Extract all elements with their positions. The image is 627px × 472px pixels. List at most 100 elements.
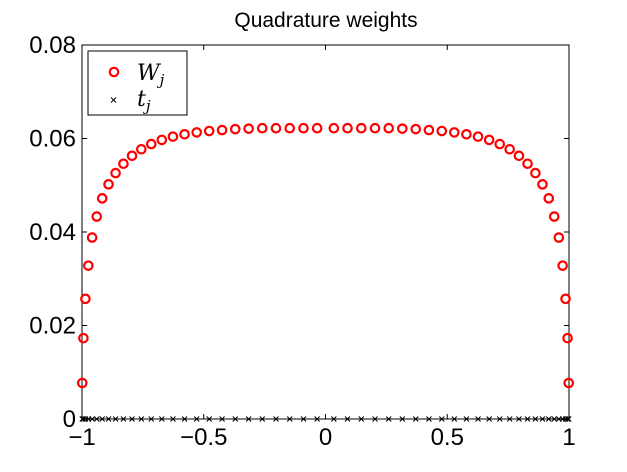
data-point-t bbox=[451, 416, 458, 422]
data-point-t bbox=[105, 416, 112, 422]
data-point-t bbox=[89, 416, 95, 422]
data-point-w bbox=[229, 123, 241, 135]
data-point-w bbox=[203, 125, 215, 137]
data-point-t bbox=[506, 416, 513, 422]
data-point-w bbox=[513, 150, 525, 162]
chart-title: Quadrature weights bbox=[234, 9, 417, 32]
legend-marker-t bbox=[110, 97, 117, 103]
data-point-t bbox=[385, 416, 392, 422]
data-point-w bbox=[191, 127, 202, 138]
data-point-t bbox=[148, 416, 155, 422]
data-point-w bbox=[397, 123, 408, 134]
data-point-t bbox=[358, 416, 365, 422]
data-point-t bbox=[300, 416, 307, 422]
data-point-w bbox=[110, 167, 121, 179]
data-point-t bbox=[532, 416, 539, 422]
data-point-w bbox=[328, 122, 340, 134]
data-point-w bbox=[96, 193, 108, 204]
data-point-w bbox=[80, 293, 91, 305]
data-point-t bbox=[412, 416, 419, 422]
data-point-t bbox=[245, 416, 252, 422]
data-point-t bbox=[551, 416, 558, 422]
data-point-w bbox=[472, 131, 484, 142]
data-point-w bbox=[553, 232, 565, 243]
data-point-w bbox=[126, 150, 138, 162]
y-tick-label: 0.02 bbox=[29, 313, 76, 340]
data-point-t bbox=[399, 416, 406, 422]
data-point-w bbox=[494, 138, 506, 150]
data-point-w bbox=[83, 260, 94, 271]
legend-box bbox=[87, 50, 188, 116]
data-point-t bbox=[314, 416, 321, 422]
data-point-w bbox=[145, 138, 157, 150]
data-point-w bbox=[270, 122, 282, 134]
y-tick-label: 0 bbox=[63, 406, 76, 433]
x-axis-ticks: −1 −0.5 0 0.5 1 bbox=[68, 45, 576, 451]
x-tick-label: −0.5 bbox=[180, 424, 227, 451]
data-point-t bbox=[475, 416, 481, 422]
y-axis-ticks: 0 0.02 0.04 0.06 0.08 bbox=[29, 32, 569, 433]
data-point-w bbox=[548, 211, 560, 222]
data-point-t bbox=[170, 416, 176, 422]
y-tick-label: 0.04 bbox=[29, 219, 76, 246]
data-point-w bbox=[557, 260, 568, 271]
x-tick-label: 0 bbox=[319, 424, 332, 451]
data-point-t bbox=[232, 416, 239, 422]
data-point-w bbox=[563, 377, 575, 389]
data-point-w bbox=[179, 128, 190, 140]
data-point-t bbox=[564, 416, 571, 422]
data-point-w bbox=[167, 131, 179, 142]
data-point-w bbox=[256, 122, 268, 134]
data-point-t bbox=[193, 416, 200, 422]
data-point-t bbox=[120, 416, 127, 422]
data-point-t bbox=[545, 416, 552, 422]
legend-label-t: tj bbox=[137, 87, 151, 115]
data-point-t bbox=[426, 416, 432, 422]
data-point-t bbox=[99, 416, 106, 422]
x-tick-label: 1 bbox=[562, 424, 575, 451]
data-point-w bbox=[103, 179, 114, 190]
data-point-t bbox=[286, 416, 293, 422]
data-point-t bbox=[219, 416, 225, 422]
data-point-t bbox=[496, 416, 503, 422]
data-point-t bbox=[344, 416, 351, 422]
data-point-w bbox=[136, 143, 147, 155]
data-point-t bbox=[273, 416, 279, 422]
data-point-w bbox=[436, 125, 448, 137]
data-point-t bbox=[463, 416, 470, 422]
data-point-w bbox=[216, 124, 228, 136]
data-point-w bbox=[78, 332, 89, 344]
data-point-w bbox=[383, 122, 395, 134]
data-point-t bbox=[112, 416, 119, 422]
data-point-w bbox=[243, 123, 254, 134]
legend-label-w: Wj bbox=[137, 61, 165, 89]
data-point-w bbox=[355, 122, 367, 134]
data-point-w bbox=[530, 167, 541, 179]
series-layer bbox=[76, 122, 575, 422]
data-point-t bbox=[181, 416, 188, 422]
data-point-t bbox=[486, 416, 493, 422]
data-point-t bbox=[565, 416, 572, 422]
data-point-w bbox=[483, 134, 495, 146]
data-point-w bbox=[86, 232, 98, 243]
data-point-w bbox=[504, 143, 515, 155]
data-point-w bbox=[284, 122, 296, 134]
data-point-t bbox=[524, 416, 531, 422]
data-point-w bbox=[449, 127, 460, 138]
data-point-w bbox=[369, 122, 381, 134]
legend-marker-w bbox=[108, 66, 120, 78]
data-point-w bbox=[76, 377, 88, 389]
data-point-w bbox=[461, 128, 472, 140]
data-point-w bbox=[423, 124, 435, 136]
data-point-t bbox=[259, 416, 266, 422]
data-point-w bbox=[91, 211, 103, 222]
data-point-t bbox=[330, 416, 337, 422]
data-point-w bbox=[298, 122, 309, 134]
data-point-t bbox=[206, 416, 213, 422]
data-point-t bbox=[80, 416, 87, 422]
x-tick-label: 0.5 bbox=[431, 424, 464, 451]
legend: Wj tj bbox=[87, 50, 188, 116]
data-point-t bbox=[158, 416, 165, 422]
data-point-t bbox=[138, 416, 145, 422]
